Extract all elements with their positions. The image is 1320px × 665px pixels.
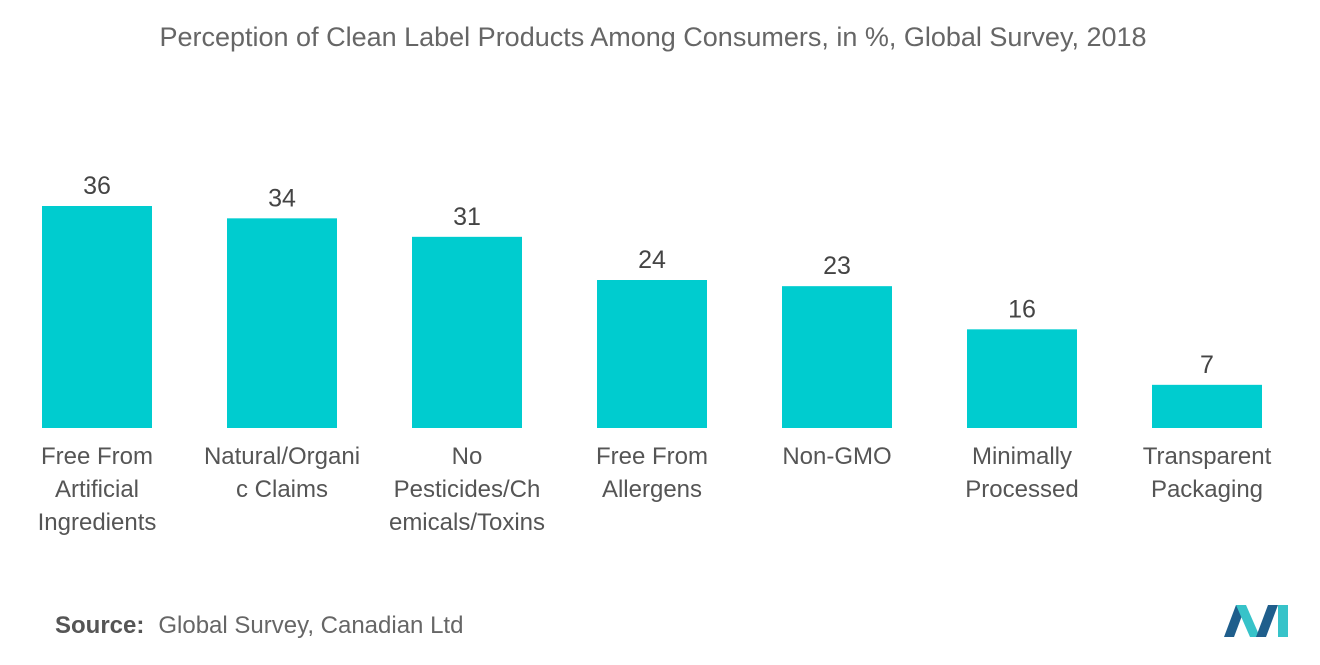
value-label-1: 36 — [83, 172, 111, 200]
category-label-1: Free From Artificial Ingredients — [38, 443, 157, 536]
category-label-7: Transparent Packaging — [1143, 443, 1272, 503]
category-label-line: Free From — [596, 443, 708, 470]
bars-layer — [42, 206, 1262, 428]
category-label-line: emicals/Toxins — [389, 509, 545, 536]
category-label-line: Artificial — [55, 476, 139, 503]
category-label-4: Free From Allergens — [596, 443, 708, 503]
bar-7 — [1152, 384, 1262, 428]
category-label-line: Non-GMO — [782, 443, 891, 470]
bar-3 — [412, 236, 522, 428]
category-label-line: c Claims — [236, 476, 328, 503]
source-text: Global Survey, Canadian Ltd — [158, 612, 464, 639]
bar-6 — [967, 329, 1077, 428]
logo-mid-stroke — [1236, 605, 1260, 637]
category-label-line: Pesticides/Ch — [394, 476, 541, 503]
value-label-4: 24 — [638, 246, 666, 274]
value-label-2: 34 — [268, 184, 296, 212]
category-label-line: Processed — [965, 476, 1078, 503]
logo-right-stroke-b — [1278, 605, 1288, 637]
category-label-line: Transparent — [1143, 443, 1272, 470]
category-label-5: Non-GMO — [782, 443, 891, 470]
category-label-line: Packaging — [1151, 476, 1263, 503]
category-labels-layer: Free From Artificial Ingredients Natural/Or… — [38, 443, 1272, 536]
value-label-7: 7 — [1200, 351, 1214, 379]
logo-right-stroke-a — [1256, 605, 1278, 637]
chart-title: Perception of Clean Label Products Among… — [159, 22, 1147, 52]
value-label-3: 31 — [453, 203, 481, 231]
value-label-6: 16 — [1008, 295, 1036, 323]
bar-2 — [227, 218, 337, 428]
category-label-line: Natural/Organi — [204, 443, 360, 470]
bar-4 — [597, 280, 707, 428]
category-label-line: Free From — [41, 443, 153, 470]
value-labels-layer: 36 34 31 24 23 16 7 — [83, 172, 1214, 379]
category-label-line: Allergens — [602, 476, 702, 503]
category-label-2: Natural/Organi c Claims — [204, 443, 360, 503]
source-line: Source: Global Survey, Canadian Ltd — [55, 612, 463, 640]
bar-chart: 36 34 31 24 23 16 7 Free From Artificial Ingredi… — [38, 172, 1272, 536]
bar-1 — [42, 206, 152, 428]
category-label-3: No Pesticides/Ch emicals/Toxins — [389, 443, 545, 536]
source-label: Source: — [55, 612, 145, 639]
value-label-5: 23 — [823, 252, 851, 280]
category-label-6: Minimally Processed — [965, 443, 1078, 503]
mordor-intelligence-logo-icon — [1224, 605, 1288, 637]
category-label-line: No — [452, 443, 483, 470]
category-label-line: Minimally — [972, 443, 1072, 470]
bar-5 — [782, 286, 892, 428]
category-label-line: Ingredients — [38, 509, 157, 536]
